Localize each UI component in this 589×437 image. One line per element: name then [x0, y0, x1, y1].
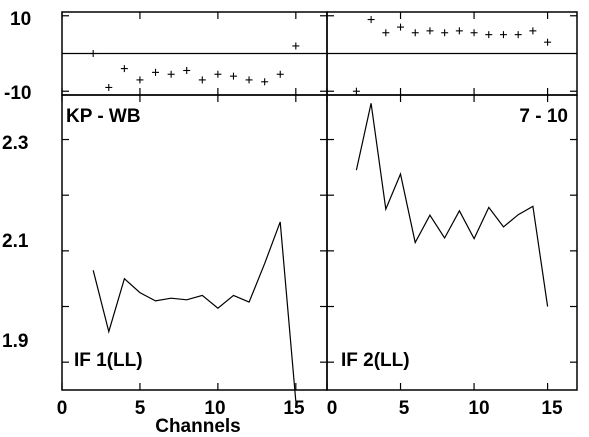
phase-point-phase-right-11: [485, 31, 493, 39]
amp-panel-right-frame: [326, 94, 578, 391]
phase-point-phase-right-13: [514, 31, 522, 39]
x-tick-label-right-5: 5: [399, 398, 410, 419]
phase-point-phase-left-14: [276, 70, 284, 78]
phase-point-phase-left-6: [152, 68, 160, 76]
phase-point-phase-right-12: [499, 31, 507, 39]
phase-point-phase-right-7: [426, 27, 434, 35]
data-marks: [89, 16, 552, 402]
phase-y-tick-label-bottom: -10: [4, 83, 31, 104]
phase-point-phase-left-11: [229, 72, 237, 80]
phase-point-phase-left-3: [105, 83, 113, 91]
x-tick-label-left-15: 15: [283, 398, 305, 419]
if2-label: IF 2(LL): [341, 350, 410, 371]
phase-point-phase-right-8: [441, 29, 449, 37]
phase-point-phase-right-15: [544, 38, 552, 46]
if1-label: IF 1(LL): [74, 350, 143, 371]
phase-point-phase-right-2: [352, 87, 360, 95]
tick-marks: [61, 12, 577, 390]
amp-y-tick-label-2.3: 2.3: [2, 133, 28, 154]
phase-point-phase-right-6: [411, 29, 419, 37]
scan-label: 7 - 10: [519, 106, 568, 127]
baseline-label: KP - WB: [66, 106, 141, 127]
x-axis-title: Channels: [155, 416, 241, 437]
phase-point-phase-right-4: [382, 29, 390, 37]
x-tick-label-left-5: 5: [135, 398, 146, 419]
amplitude-line-amp-left: [92, 221, 297, 402]
phase-point-phase-left-2: [89, 50, 97, 57]
phase-point-phase-left-12: [245, 76, 253, 84]
phase-point-phase-left-13: [261, 78, 269, 86]
x-tick-label-right-15: 15: [541, 398, 563, 419]
phase-point-phase-left-4: [120, 65, 128, 73]
phase-point-phase-right-3: [367, 16, 375, 24]
phase-point-phase-right-10: [470, 29, 478, 37]
phase-point-phase-left-9: [198, 76, 206, 84]
phase-y-tick-label-top: 10: [10, 9, 31, 30]
x-tick-label-left-0: 0: [57, 398, 68, 419]
phase-point-phase-left-7: [167, 70, 175, 78]
phase-point-phase-left-8: [183, 66, 191, 74]
phase-point-phase-right-9: [455, 27, 463, 35]
x-tick-label-right-0: 0: [327, 398, 338, 419]
phase-point-phase-left-5: [136, 76, 144, 84]
x-tick-label-left-10: 10: [204, 398, 225, 419]
phase-point-phase-left-10: [214, 70, 222, 78]
x-tick-label-right-10: 10: [468, 398, 489, 419]
phase-point-phase-left-15: [292, 42, 300, 50]
amp-y-tick-label-1.9: 1.9: [2, 331, 28, 352]
amplitude-line-amp-right: [355, 103, 549, 307]
amp-panel-left-frame: [61, 94, 328, 391]
phase-point-phase-right-5: [397, 23, 405, 31]
phase-point-phase-right-14: [529, 27, 537, 35]
amp-y-tick-label-2.1: 2.1: [2, 231, 29, 252]
